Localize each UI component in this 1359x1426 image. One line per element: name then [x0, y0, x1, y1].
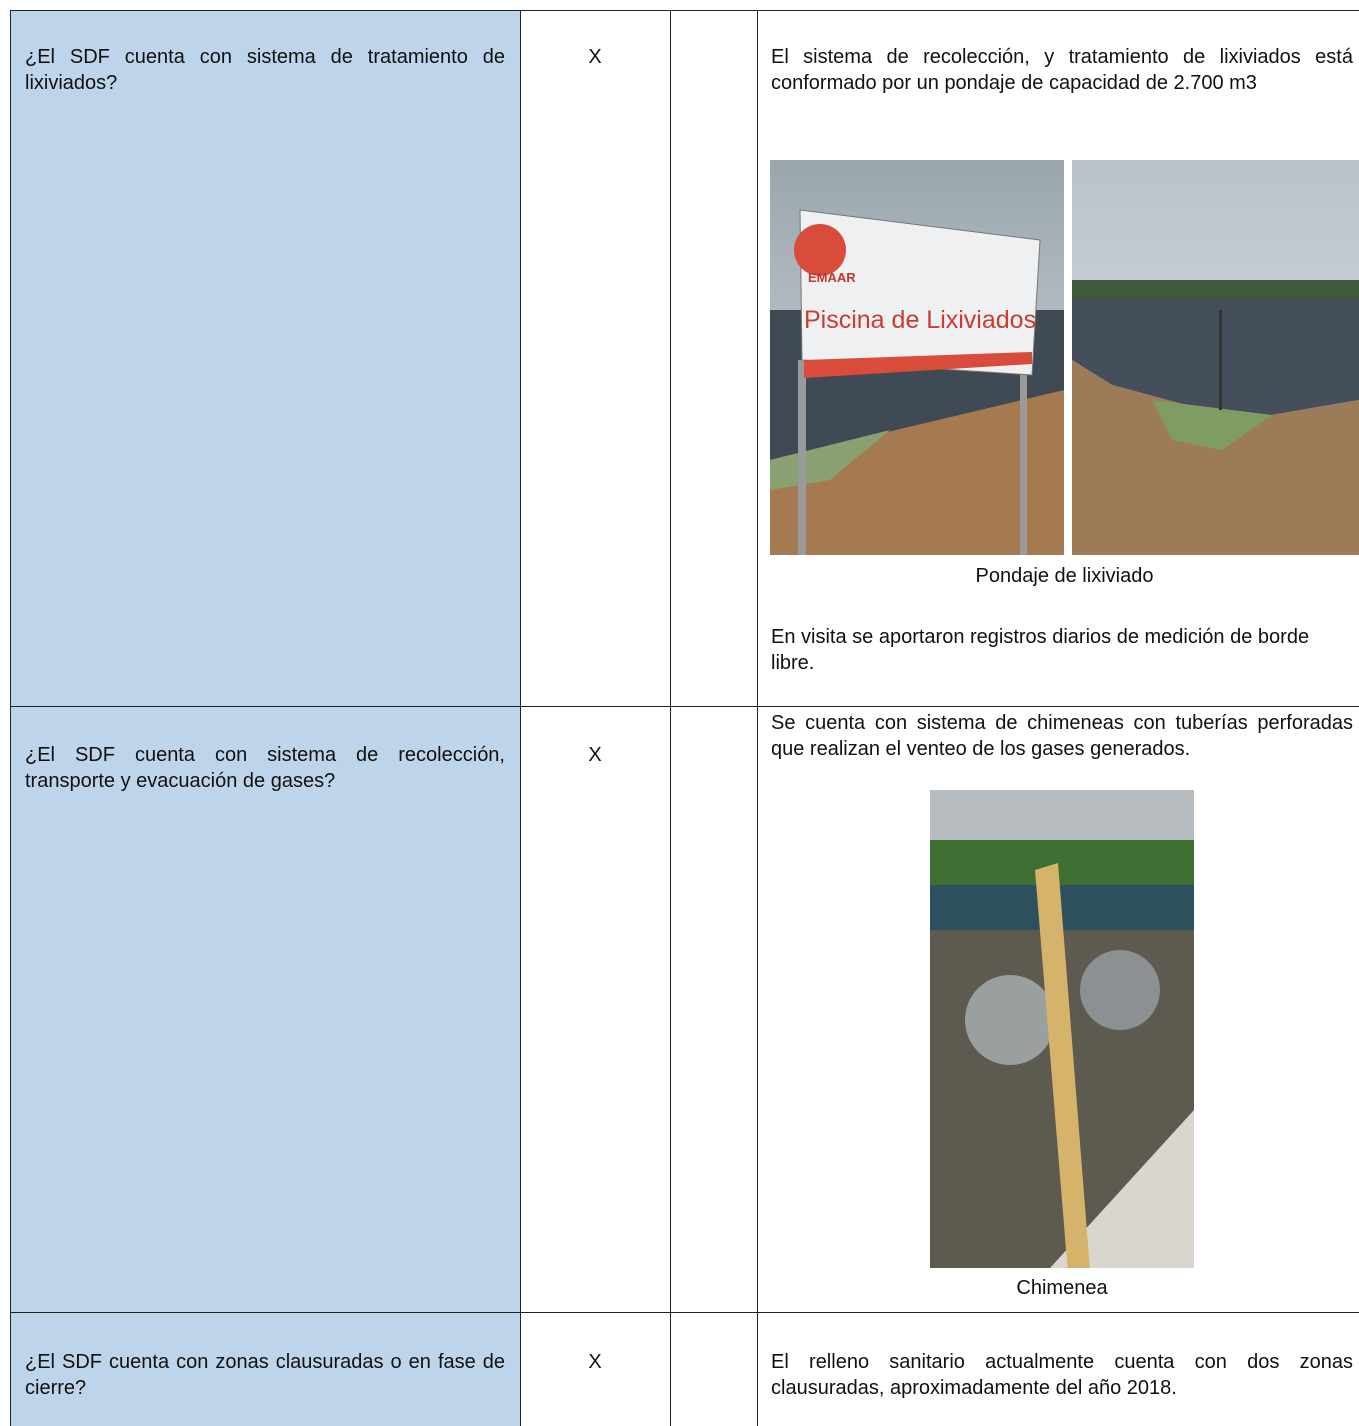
mark: X	[588, 46, 602, 68]
mark: X	[588, 1351, 602, 1373]
caption: Pondaje de lixiviado	[975, 565, 1154, 587]
observation: El relleno sanitario actualmente cuenta …	[771, 1351, 1353, 1399]
sign-logo: EMAAR	[808, 270, 856, 285]
question: ¿El SDF cuenta con sistema de tratamient…	[25, 46, 505, 94]
question: ¿El SDF cuenta con sistema de recolecció…	[25, 744, 505, 792]
photo	[1072, 160, 1359, 555]
row-border	[10, 706, 1359, 707]
observation: El sistema de recolección, y tratamiento…	[771, 46, 1353, 94]
photo: EMAAR Piscina de Lixiviados	[770, 160, 1064, 555]
cell-border	[757, 10, 1359, 1426]
photo	[930, 790, 1194, 1268]
mark: X	[588, 744, 602, 766]
note: En visita se aportaron registros diarios…	[771, 626, 1310, 674]
question-column	[10, 10, 521, 1426]
question: ¿El SDF cuenta con zonas clausuradas o e…	[25, 1351, 505, 1399]
caption: Chimenea	[1016, 1277, 1108, 1299]
row-border	[10, 1312, 1359, 1313]
observation: Se cuenta con sistema de chimeneas con t…	[771, 712, 1353, 760]
cell-border	[670, 10, 758, 1426]
sign-text: Piscina de Lixiviados	[804, 306, 1036, 334]
cell-border	[520, 10, 671, 1426]
